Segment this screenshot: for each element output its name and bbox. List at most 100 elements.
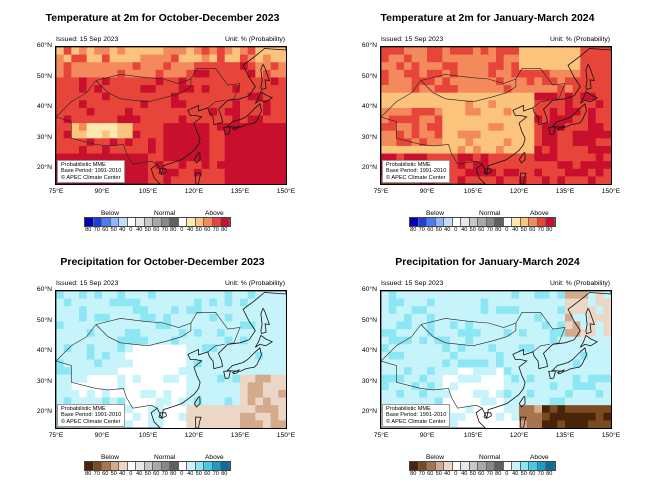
grid-cell bbox=[270, 100, 279, 109]
grid-cell bbox=[419, 153, 428, 162]
coastline bbox=[158, 412, 167, 419]
grid-cell bbox=[396, 291, 405, 300]
grid-cell bbox=[232, 412, 241, 421]
grid-cell bbox=[588, 412, 597, 421]
grid-cell bbox=[209, 351, 218, 360]
grid-cell bbox=[186, 176, 195, 184]
grid-cell bbox=[480, 69, 489, 78]
grid-cell bbox=[588, 130, 597, 139]
grid-cell bbox=[201, 359, 210, 368]
grid-cell bbox=[603, 85, 611, 94]
grid-cell bbox=[580, 130, 589, 139]
lon-label: 120°E bbox=[509, 432, 529, 439]
grid-cell bbox=[542, 107, 551, 116]
grid-cell bbox=[549, 47, 558, 56]
legend-tick-label: 50 bbox=[435, 471, 442, 477]
grid-cell bbox=[125, 92, 134, 101]
grid-cell bbox=[240, 123, 249, 132]
grid-cell bbox=[534, 77, 543, 86]
grid-cell bbox=[465, 405, 474, 414]
grid-cell bbox=[603, 420, 611, 428]
grid-cell bbox=[270, 291, 279, 300]
grid-cell bbox=[232, 389, 241, 398]
grid-cell bbox=[201, 397, 210, 406]
grid-cell bbox=[457, 62, 466, 71]
info-box: Probabilistic MME Base Period: 1991-2010 ©… bbox=[382, 403, 451, 427]
coastline bbox=[483, 412, 492, 419]
grid-cell bbox=[388, 336, 397, 345]
grid-cell bbox=[140, 92, 149, 101]
grid-cell bbox=[255, 77, 264, 86]
grid-cell bbox=[209, 92, 218, 101]
grid-cell bbox=[434, 107, 443, 116]
grid-cell bbox=[186, 62, 195, 71]
grid-cell bbox=[457, 374, 466, 383]
grid-cell bbox=[224, 85, 233, 94]
lon-label: 135°E bbox=[230, 432, 250, 439]
legend-swatch bbox=[102, 462, 111, 470]
grid-cell bbox=[496, 161, 505, 170]
grid-cell bbox=[419, 291, 428, 300]
grid-cell bbox=[480, 92, 489, 101]
grid-cell bbox=[201, 161, 210, 170]
grid-cell bbox=[56, 291, 65, 300]
grid-cell bbox=[603, 115, 611, 124]
grid-cell bbox=[163, 321, 172, 330]
grid-cell bbox=[503, 138, 512, 147]
country-border bbox=[381, 360, 483, 409]
grid-cell bbox=[473, 329, 482, 338]
grid-cell bbox=[247, 389, 256, 398]
legend-swatch bbox=[537, 218, 546, 226]
grid-cell bbox=[588, 176, 597, 184]
grid-cell bbox=[224, 291, 233, 300]
grid-cell bbox=[86, 313, 95, 322]
grid-cell bbox=[178, 62, 187, 71]
grid-cell bbox=[102, 138, 111, 147]
grid-cell bbox=[217, 130, 226, 139]
grid-cell bbox=[427, 291, 436, 300]
grid-cell bbox=[526, 313, 535, 322]
grid-cell bbox=[217, 69, 226, 78]
grid-cell bbox=[588, 54, 597, 63]
grid-cell bbox=[63, 298, 72, 307]
grid-cell bbox=[603, 344, 611, 353]
grid-cell bbox=[155, 397, 164, 406]
grid-cell bbox=[404, 321, 413, 330]
grid-cell bbox=[217, 306, 226, 315]
grid-cell bbox=[171, 54, 180, 63]
grid-cell bbox=[86, 123, 95, 132]
grid-cell bbox=[603, 47, 611, 56]
legend-ticks: 80 70 60 50 40 0 40 50 60 70 80 0 40 50 60 70 80 bbox=[84, 227, 229, 233]
grid-cell bbox=[270, 359, 279, 368]
grid-cell bbox=[232, 92, 241, 101]
grid-cell bbox=[549, 420, 558, 428]
grid-cell bbox=[388, 367, 397, 376]
info-line: Probabilistic MME bbox=[61, 161, 106, 168]
legend-colorbar bbox=[409, 461, 556, 471]
grid-cell bbox=[263, 367, 272, 376]
grid-cell bbox=[411, 291, 420, 300]
grid-cell bbox=[125, 123, 134, 132]
grid-cell bbox=[549, 138, 558, 147]
grid-cell bbox=[580, 153, 589, 162]
grid-cell bbox=[71, 321, 80, 330]
grid-cell bbox=[557, 107, 566, 116]
grid-cell bbox=[534, 47, 543, 56]
grid-cell bbox=[419, 344, 428, 353]
grid-cell bbox=[442, 107, 451, 116]
grid-cell bbox=[465, 62, 474, 71]
grid-cell bbox=[270, 306, 279, 315]
grid-cell bbox=[580, 161, 589, 170]
grid-cell bbox=[488, 367, 497, 376]
grid-cell bbox=[511, 100, 520, 109]
grid-cell bbox=[549, 107, 558, 116]
lat-label: 40°N bbox=[361, 103, 377, 110]
grid-cell bbox=[549, 344, 558, 353]
grid-cell bbox=[404, 115, 413, 124]
grid-cell bbox=[240, 130, 249, 139]
grid-cell bbox=[255, 168, 264, 177]
legend-swatch bbox=[119, 218, 128, 226]
grid-cell bbox=[542, 153, 551, 162]
grid-cell bbox=[56, 138, 65, 147]
grid-cell bbox=[270, 298, 279, 307]
